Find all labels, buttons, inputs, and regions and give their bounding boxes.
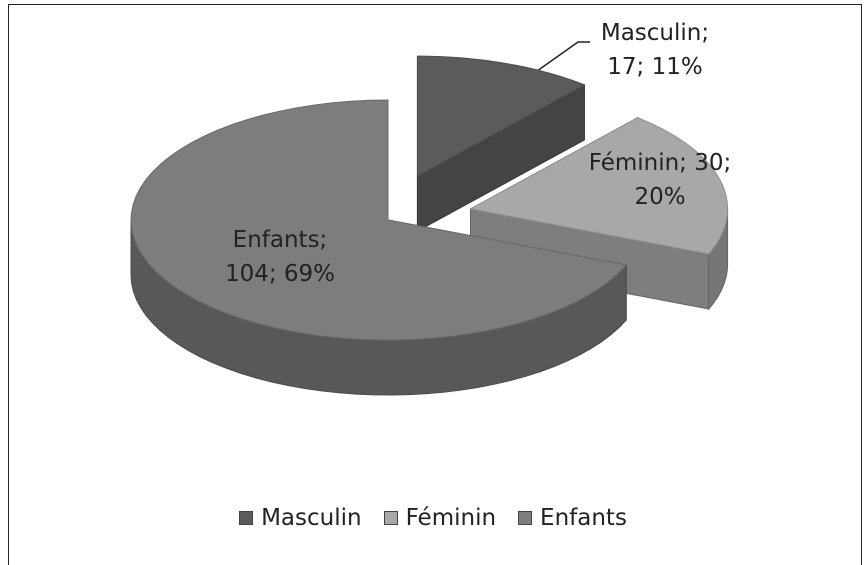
data-label: Enfants; 104; 69% xyxy=(224,227,336,287)
legend-item: Enfants xyxy=(518,505,627,531)
legend-label: Masculin xyxy=(261,505,362,531)
legend-swatch xyxy=(383,511,398,525)
legend-swatch xyxy=(239,511,254,525)
legend: Masculin Féminin Enfants xyxy=(0,505,866,531)
legend-item: Masculin xyxy=(239,505,362,531)
legend-swatch xyxy=(518,511,533,525)
chart-border xyxy=(8,4,862,565)
slice xyxy=(130,99,628,341)
data-label: Masculin; 17; 11% xyxy=(600,20,710,80)
legend-label: Féminin xyxy=(405,505,497,531)
data-label: Féminin; 30; 20% xyxy=(588,150,732,210)
leader-line xyxy=(529,41,590,77)
legend-item: Féminin xyxy=(383,505,497,531)
slice xyxy=(469,117,729,255)
legend-label: Enfants xyxy=(540,505,627,531)
slice xyxy=(416,55,586,177)
